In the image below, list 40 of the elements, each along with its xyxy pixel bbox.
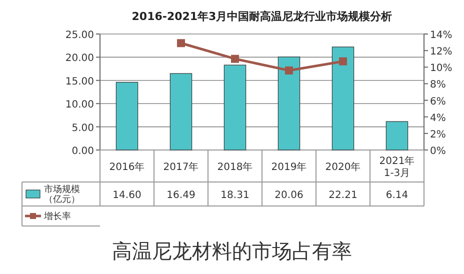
x-tick-label: 2018年 [217, 161, 253, 173]
x-tick-label: 2019年 [271, 161, 307, 173]
x-tick-label: 2017年 [163, 161, 199, 173]
y-tick-label: 25.00 [65, 30, 94, 41]
text: 高温尼龙材料的市场占有率 [112, 239, 352, 263]
y-tick-label: 0.00 [72, 146, 94, 157]
y-tick-label: 5.00 [72, 122, 94, 134]
data-label: 20.06 [274, 190, 304, 201]
bar [116, 82, 138, 150]
y2-tick-label: 10% [430, 63, 452, 74]
data-label: 6.14 [386, 190, 408, 201]
point [285, 66, 293, 74]
y2-tick-label: 4% [430, 112, 446, 124]
y-tick-label: 15.00 [65, 76, 94, 88]
bar [170, 73, 192, 150]
legend-label: 增长率 [43, 211, 71, 222]
y2-tick-label: 6% [430, 96, 446, 108]
chart-title: 2016-2021年3月中国耐高温尼龙行业市场规模分析 [132, 10, 392, 23]
legend-label: 市场规模（亿元） [44, 184, 80, 205]
x-tick-label: 2020年 [325, 161, 361, 173]
x-tick-label: 2016年 [109, 161, 145, 173]
data-label: 16.49 [166, 190, 196, 201]
y-tick-label: 10.00 [65, 100, 94, 111]
bar [332, 46, 354, 150]
bar [224, 64, 246, 150]
x-tick-label: 2021年1-3月 [379, 155, 415, 179]
y2-tick-label: 8% [430, 80, 446, 91]
data-label: 22.21 [328, 190, 358, 201]
point [231, 54, 239, 63]
point [339, 57, 347, 66]
y-tick-label: 20.00 [65, 53, 94, 64]
data-label: 14.60 [112, 190, 142, 201]
data-label: 18.31 [220, 190, 250, 201]
point [177, 39, 185, 48]
bar [386, 121, 408, 150]
y2-tick-label: 14% [430, 30, 452, 41]
y2-tick-label: 0% [430, 146, 446, 157]
y2-tick-label: 12% [430, 46, 452, 58]
y2-tick-label: 2% [430, 129, 446, 140]
bar [278, 56, 300, 150]
